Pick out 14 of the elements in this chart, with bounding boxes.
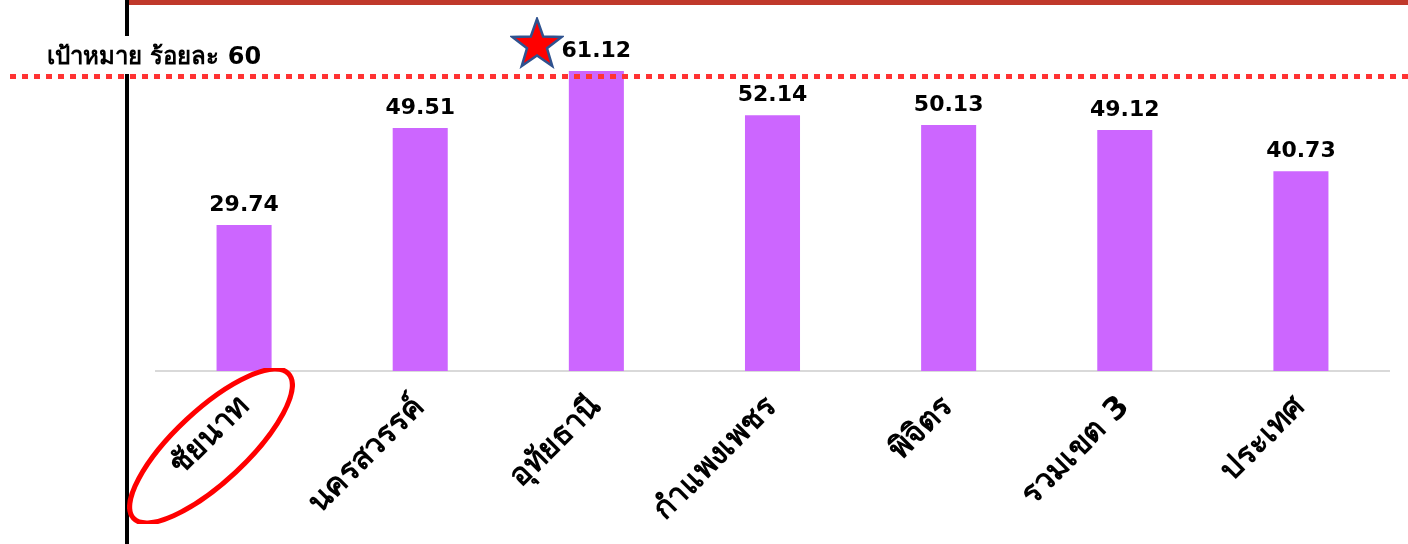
bar <box>744 115 801 371</box>
data-label: 61.12 <box>561 36 632 62</box>
ref-line-label: เป้าหมาย ร้อยละ 60 <box>47 41 262 70</box>
bar <box>392 128 448 371</box>
data-label: 50.13 <box>913 90 984 116</box>
data-label: 40.73 <box>1266 136 1336 162</box>
bar <box>921 125 977 371</box>
data-label: 52.14 <box>737 80 808 106</box>
bar <box>1273 171 1329 371</box>
bar <box>568 71 624 371</box>
data-label: 49.12 <box>1089 95 1160 121</box>
data-label: 29.74 <box>209 190 279 216</box>
bar <box>1097 129 1153 371</box>
data-label: 49.51 <box>385 93 456 119</box>
